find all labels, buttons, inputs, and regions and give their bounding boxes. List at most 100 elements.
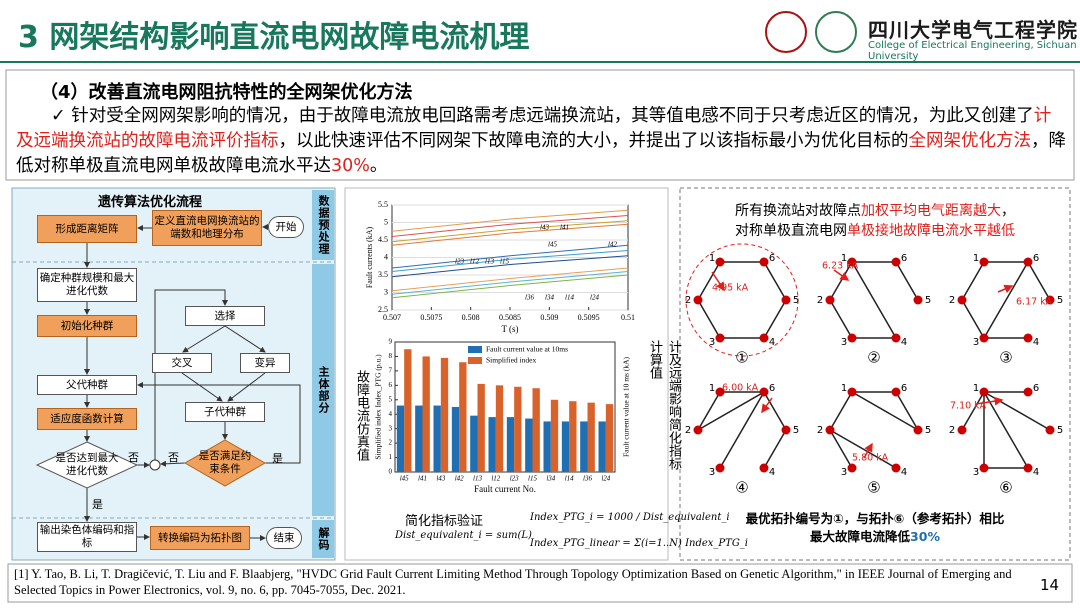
bar <box>433 405 441 472</box>
plot-frame <box>394 341 616 473</box>
y-tick-label: 3 <box>389 424 393 432</box>
bar <box>514 386 522 472</box>
fault-current: 6.17 kA <box>1016 297 1053 308</box>
x-tick-label: l41 <box>418 475 427 483</box>
section-box <box>5 69 1075 181</box>
flow-node: 结束 <box>266 527 302 549</box>
node <box>693 295 703 305</box>
legend-label: Simplified index <box>486 356 536 365</box>
edge <box>763 261 787 301</box>
fault-arrow <box>761 397 773 414</box>
x-tick-label: l12 <box>491 475 500 483</box>
text: ✓ 针对受全网网架影响的情况，由于故障电流放电回路需考虑远端换流站，其等值电感不… <box>51 106 1034 126</box>
edge <box>829 429 897 469</box>
school-name-en: College of Electrical Engineering, Sichu… <box>868 40 1077 62</box>
y-axis-label: Fault currents (kA) <box>365 227 374 289</box>
edge <box>829 261 853 301</box>
topology-caption: 所有换流站对故障点加权平均电气距离越大， <box>690 200 1060 220</box>
bar <box>495 385 504 472</box>
node-label: 3 <box>841 467 847 478</box>
node <box>979 463 989 473</box>
logo <box>815 11 857 53</box>
bar-right-caption: 计及远端影响简化指标计算值 <box>647 340 681 470</box>
node-label: 6 <box>901 253 907 264</box>
fault-arrow <box>997 284 1014 294</box>
edge <box>697 299 721 339</box>
bar <box>543 421 551 472</box>
edge <box>983 391 1029 469</box>
bar <box>550 399 559 472</box>
flow-node: 定义直流电网换流站的端数和地理分布 <box>152 210 262 246</box>
x-tick-label: l13 <box>473 475 482 483</box>
formula: Index_PTG_i = 1000 / Dist_equivalent_i <box>530 512 730 523</box>
flow-node: 子代种群 <box>185 402 265 422</box>
section-heading: （4）改善直流电网阻抗特性的全网架优化方法 <box>40 82 413 103</box>
x-tick-label: l43 <box>436 475 445 483</box>
node <box>693 425 703 435</box>
node-label: 4 <box>1033 467 1039 478</box>
node <box>715 333 725 343</box>
bar <box>561 421 570 472</box>
highlight-text: 加权平均电气距离越大 <box>861 203 1001 219</box>
curve-label: l23 <box>455 258 464 266</box>
line <box>391 209 629 232</box>
y-tick-label: 0 <box>389 468 393 476</box>
fault-arrow <box>975 396 1004 406</box>
node-label: 2 <box>949 425 955 436</box>
line <box>391 244 629 269</box>
plot-panel <box>344 187 669 561</box>
node-label: 2 <box>949 295 955 306</box>
stage-label: 解码 <box>312 520 334 558</box>
bar <box>440 357 449 472</box>
flow-arrows <box>84 224 301 541</box>
node-label: 1 <box>973 253 979 264</box>
node-label: 3 <box>841 337 847 348</box>
y-tick-label: 5 <box>384 217 388 226</box>
node <box>759 463 769 473</box>
node <box>715 463 725 473</box>
x-tick-label: l45 <box>400 475 409 483</box>
bar <box>396 405 405 472</box>
edge <box>829 299 853 339</box>
node-label: 3 <box>973 467 979 478</box>
y-tick-label: 7 <box>389 366 393 374</box>
topology-label: ③ <box>999 349 1012 367</box>
bar <box>587 402 595 472</box>
fault-current: 5.80 kA <box>852 453 889 464</box>
node <box>847 333 857 343</box>
curve-label: l15 <box>500 258 509 266</box>
conclusion: 最大故障电流降低30% <box>690 526 1060 545</box>
x-tick-label: l36 <box>583 475 592 483</box>
node <box>759 387 769 397</box>
x-tick-label: l23 <box>510 475 519 483</box>
topology-label: ⑥ <box>999 479 1012 497</box>
bar <box>580 421 588 472</box>
curve-label: l13 <box>485 258 494 266</box>
node <box>847 463 857 473</box>
x-tick-label: 0.5075 <box>420 313 442 322</box>
line <box>391 215 629 237</box>
node <box>715 257 725 267</box>
edge-label: 否 <box>168 451 179 464</box>
bar <box>404 349 412 472</box>
legend-label: Fault current value at 10ms <box>486 345 568 354</box>
edge <box>961 391 985 431</box>
node-label: 2 <box>685 295 691 306</box>
junction <box>149 459 161 471</box>
topology-label: ④ <box>735 479 748 497</box>
curve-label: l42 <box>608 241 617 249</box>
y-tick-label: 5.5 <box>378 200 388 209</box>
x-tick-label: 0.51 <box>621 313 635 322</box>
curve-label: l14 <box>565 294 574 302</box>
highlight-text: 30% <box>331 156 370 176</box>
node <box>979 387 989 397</box>
flow-node: 开始 <box>268 216 304 238</box>
node <box>1023 387 1033 397</box>
bar <box>477 383 485 472</box>
node <box>825 425 835 435</box>
flow-node: 形成距离矩阵 <box>37 215 137 243</box>
text: 对称单极直流电网 <box>735 223 847 239</box>
line <box>391 255 629 278</box>
y-tick-label: 2.5 <box>378 305 388 314</box>
edge <box>763 299 787 339</box>
